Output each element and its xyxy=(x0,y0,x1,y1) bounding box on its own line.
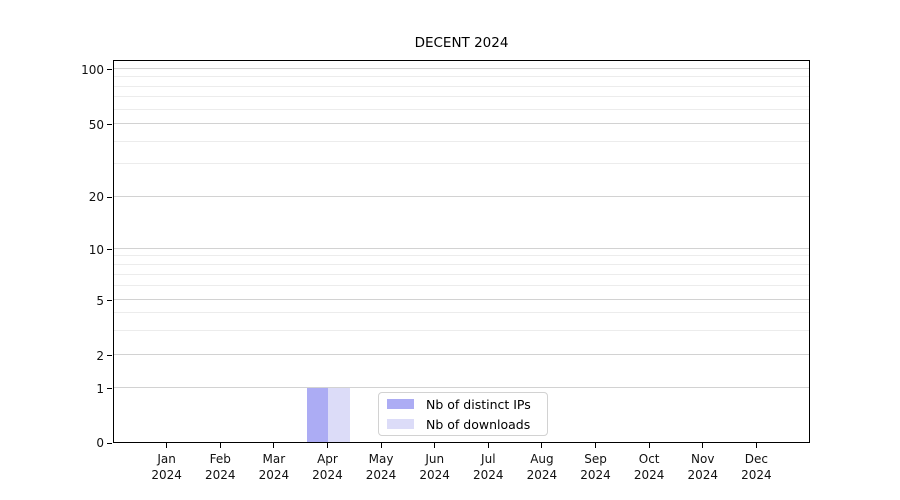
bar-distinct-ips-apr xyxy=(306,388,329,442)
minor-gridline xyxy=(114,76,809,78)
x-tick-label-year: 2024 xyxy=(687,467,719,482)
minor-gridline xyxy=(114,140,809,142)
x-tick-label-month: Aug xyxy=(530,452,554,466)
x-tick-label: Feb 2024 xyxy=(188,452,252,483)
x-tick xyxy=(702,443,704,448)
x-tick-label-year: 2024 xyxy=(526,467,558,482)
x-tick xyxy=(326,443,328,448)
y-tick-label: 50 xyxy=(88,117,104,132)
minor-gridline xyxy=(114,85,809,87)
minor-gridline xyxy=(114,274,809,275)
y-tick-label: 1 xyxy=(96,381,104,396)
x-tick-label-month: Dec xyxy=(744,452,768,466)
x-tick xyxy=(219,443,221,448)
x-tick-label-year: 2024 xyxy=(473,467,504,482)
y-tick-label: 20 xyxy=(88,190,104,205)
major-gridline xyxy=(114,387,809,388)
y-tick xyxy=(107,442,112,444)
x-tick xyxy=(487,443,489,448)
minor-gridline xyxy=(114,163,809,165)
x-tick-label: Oct 2024 xyxy=(617,452,681,483)
x-tick-label: Mar 2024 xyxy=(242,452,306,483)
minor-gridline xyxy=(114,108,809,110)
x-tick-label-year: 2024 xyxy=(151,467,182,482)
legend-label-distinct-ips: Nb of distinct IPs xyxy=(426,396,531,412)
x-tick-label-month: May xyxy=(368,452,394,466)
major-gridline xyxy=(114,298,809,300)
x-tick-label-month: Sep xyxy=(584,452,607,466)
x-tick xyxy=(434,443,436,448)
major-gridline xyxy=(114,247,809,249)
x-tick-label: Aug 2024 xyxy=(510,452,574,483)
x-tick-label: Jun 2024 xyxy=(403,452,467,483)
y-tick-label: 0 xyxy=(96,436,104,450)
minor-gridline xyxy=(114,264,809,266)
chart-title: DECENT 2024 xyxy=(414,35,509,51)
y-tick-label: 100 xyxy=(81,62,104,77)
x-tick-label: Dec 2024 xyxy=(724,452,788,483)
legend-item-distinct-ips: Nb of distinct IPs xyxy=(387,396,547,413)
bar-downloads-apr xyxy=(328,388,350,442)
y-tick-label: 2 xyxy=(96,348,104,363)
y-tick-label: 5 xyxy=(96,293,104,308)
x-tick-label: Jul 2024 xyxy=(456,452,520,483)
plot-area xyxy=(113,60,810,443)
minor-gridline xyxy=(114,329,809,331)
x-tick xyxy=(166,443,168,448)
major-gridline xyxy=(114,68,809,69)
legend-label-downloads: Nb of downloads xyxy=(426,416,531,432)
x-tick xyxy=(595,443,597,448)
legend-item-downloads: Nb of downloads xyxy=(387,416,547,433)
x-tick-label-month: Jul xyxy=(481,452,496,466)
distinct-ips-swatch-icon xyxy=(387,399,414,409)
x-tick-label-year: 2024 xyxy=(258,467,290,482)
legend: Nb of distinct IPs Nb of downloads xyxy=(378,392,548,436)
x-tick xyxy=(541,443,543,448)
x-tick-label-month: Jun xyxy=(425,452,445,466)
y-tick xyxy=(107,249,112,250)
y-tick-label: 10 xyxy=(88,242,104,257)
x-tick-label-month: Oct xyxy=(638,452,660,466)
x-tick xyxy=(755,443,757,448)
y-tick xyxy=(107,300,112,302)
x-tick-label-year: 2024 xyxy=(580,467,611,482)
major-gridline xyxy=(114,123,809,124)
x-tick-label-month: Feb xyxy=(209,452,231,466)
x-tick-label-month: Mar xyxy=(262,452,286,466)
y-tick xyxy=(107,388,112,390)
x-tick-label-year: 2024 xyxy=(204,467,236,482)
minor-gridline xyxy=(114,312,809,314)
x-tick-label-year: 2024 xyxy=(365,467,397,482)
y-tick xyxy=(107,196,112,198)
x-tick-label-year: 2024 xyxy=(419,467,450,482)
x-tick-label: Nov 2024 xyxy=(671,452,735,483)
x-tick-label: Jan 2024 xyxy=(135,452,199,483)
x-tick-label: Apr 2024 xyxy=(295,452,359,483)
y-tick xyxy=(107,69,112,71)
minor-gridline xyxy=(114,255,809,257)
downloads-swatch-icon xyxy=(387,419,414,429)
x-tick-label: Sep 2024 xyxy=(564,452,628,483)
x-tick xyxy=(380,443,382,448)
x-tick xyxy=(273,443,275,448)
x-tick-label-year: 2024 xyxy=(741,467,772,482)
x-tick-label-month: Nov xyxy=(691,452,715,466)
major-gridline xyxy=(114,353,809,355)
minor-gridline xyxy=(114,285,809,287)
x-tick-label: May 2024 xyxy=(349,452,413,483)
x-tick-label-month: Apr xyxy=(317,452,338,466)
x-tick-label-month: Jan xyxy=(157,452,176,466)
y-tick xyxy=(107,355,112,357)
y-tick xyxy=(107,124,112,126)
x-tick xyxy=(648,443,650,448)
x-tick-label-year: 2024 xyxy=(633,467,665,482)
major-gridline xyxy=(114,195,809,197)
minor-gridline xyxy=(114,96,809,98)
x-tick-label-year: 2024 xyxy=(312,467,343,482)
